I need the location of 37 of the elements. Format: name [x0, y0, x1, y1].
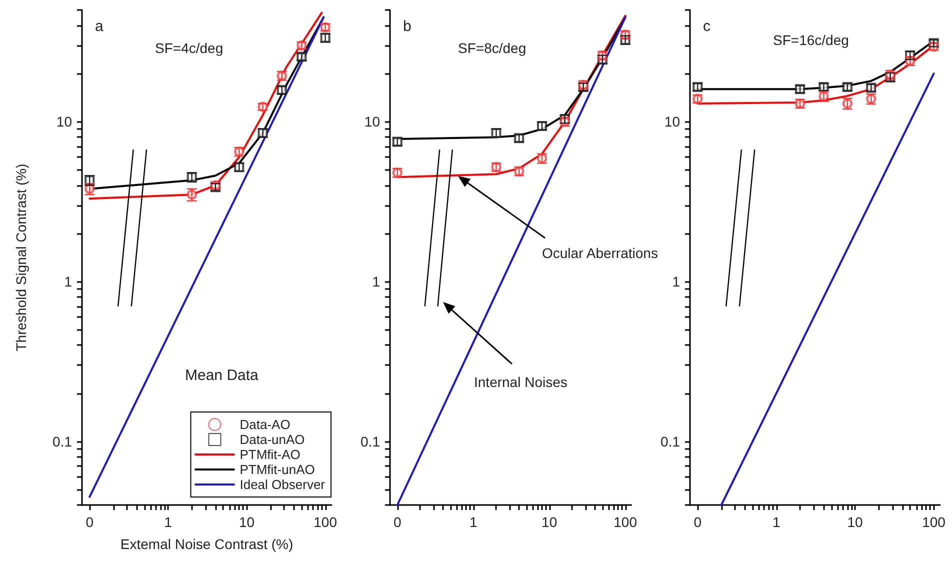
x-tick-label: 1 [772, 514, 780, 530]
y-tick-label: 1 [64, 274, 72, 290]
legend-title: Mean Data [185, 367, 260, 384]
x-tick-label: 100 [314, 514, 338, 530]
x-tick-label: 10 [542, 514, 558, 530]
legend-label: Ideal Observer [240, 477, 326, 492]
y-tick-label: 10 [364, 114, 380, 130]
x-tick-label: 10 [847, 514, 864, 530]
legend-label: Data-AO [240, 417, 290, 432]
annotation: Ocular Aberrations [542, 245, 658, 261]
y-tick-label: 1 [672, 274, 680, 290]
text: b [403, 18, 412, 35]
x-tick-label: 10 [238, 514, 255, 530]
x-tick-label: 1 [164, 514, 172, 530]
y-tick-label: 0.1 [52, 433, 72, 450]
legend-label: PTMfit-AO [240, 447, 300, 462]
x-tick-label: 1 [469, 514, 478, 530]
y-axis-title: Threshold Signal Contrast (%) [13, 164, 29, 352]
text: a [95, 18, 104, 35]
x-tick-label: 100 [922, 514, 946, 530]
x-tick-label: 0 [694, 514, 702, 530]
x-tick-label: 100 [614, 514, 638, 530]
y-tick-label: 0.1 [660, 433, 680, 450]
x-tick-label: 0 [393, 514, 402, 530]
y-tick-label: 10 [56, 114, 72, 130]
legend-label: PTMfit-unAO [240, 462, 315, 477]
legend-label: Data-unAO [240, 432, 305, 447]
text: c [703, 18, 711, 35]
y-tick-label: 10 [664, 114, 680, 130]
x-axis-title: Extemal Noise Contrast (%) [120, 536, 294, 552]
text: SF=8c/deg [458, 40, 526, 56]
text: SF=4c/deg [155, 40, 224, 56]
text: SF=16c/deg [773, 32, 849, 48]
x-tick-label: 0 [86, 514, 94, 530]
y-tick-label: 0.1 [360, 433, 380, 450]
annotation: Internal Noises [474, 374, 568, 390]
y-tick-label: 1 [372, 274, 380, 290]
